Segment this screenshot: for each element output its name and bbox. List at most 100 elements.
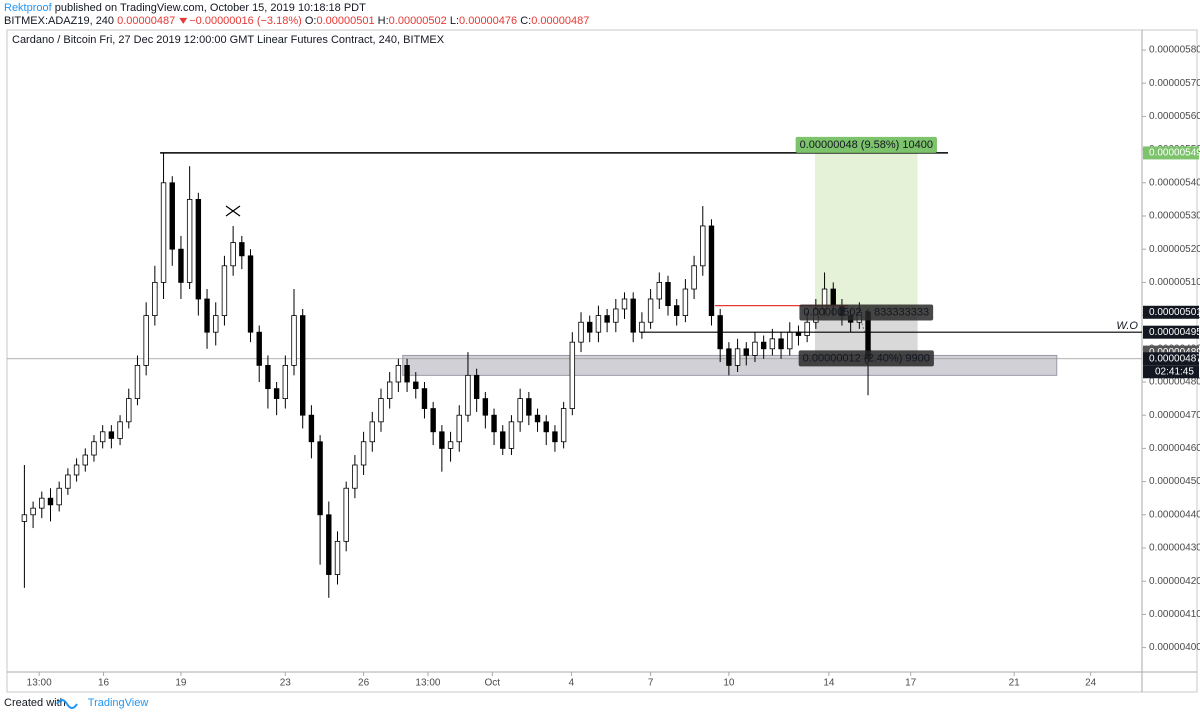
x-tick-label: 19 — [175, 678, 187, 689]
x-tick-label: 10 — [723, 678, 735, 689]
candle-body — [404, 364, 410, 383]
candle-body — [30, 507, 36, 516]
chart-title: Cardano / Bitcoin Fri, 27 Dec 2019 12:00… — [12, 34, 445, 46]
candle-body — [421, 388, 428, 409]
candle-body — [21, 514, 28, 522]
candle-body — [169, 182, 175, 250]
ohlc-label: C: — [520, 15, 531, 27]
y-tick-label: 0.00000520 — [1149, 244, 1200, 255]
x-tick-label: 14 — [823, 678, 835, 689]
candle-body — [604, 315, 610, 323]
price-label: 0.00000495 — [1149, 327, 1200, 338]
price-label-box — [1143, 146, 1199, 160]
candle-body — [47, 497, 54, 506]
y-tick-label: 0.00000410 — [1149, 609, 1200, 620]
stop-label-box — [798, 350, 934, 367]
candle-body — [308, 414, 315, 443]
candle-body — [291, 315, 297, 366]
candle-body — [787, 331, 793, 350]
candle-body — [360, 441, 367, 466]
candle-body — [117, 421, 123, 439]
candle-body — [213, 315, 219, 333]
candle-body — [369, 421, 375, 443]
candle-body — [82, 454, 88, 466]
y-tick-label: 0.00000460 — [1149, 443, 1200, 454]
wo-label: W.O — [1116, 320, 1138, 332]
price-label: 0.00000501 — [1149, 307, 1200, 318]
candle-body — [352, 464, 358, 489]
y-tick-label: 0.00000570 — [1149, 78, 1200, 89]
target-label: 0.00000048 (9.58%) 10400 — [795, 136, 937, 153]
candle-body — [491, 414, 497, 433]
y-tick-label: 0.00000510 — [1149, 277, 1200, 288]
candle-body — [413, 381, 419, 390]
ohlc-value: 0.00000487 — [531, 15, 589, 27]
candle-body — [804, 321, 810, 336]
logo — [56, 699, 78, 709]
author[interactable]: Rektproof — [4, 2, 53, 14]
header-line-1: Rektproof published on TradingView.com, … — [4, 2, 366, 14]
brand[interactable]: TradingView — [88, 697, 149, 709]
candle-body — [273, 388, 280, 399]
candle-body — [326, 514, 332, 575]
y-tick-label: 0.00000560 — [1149, 111, 1200, 122]
target-label-box — [795, 136, 937, 153]
x-marker — [225, 205, 241, 217]
candle-body — [743, 348, 749, 356]
candle-body — [526, 398, 532, 416]
last: 0.00000487 — [117, 15, 175, 27]
x-tick-label: 17 — [905, 678, 917, 689]
candle-body — [630, 298, 636, 333]
x-tick-label: 24 — [1085, 678, 1097, 689]
candle-body — [143, 315, 149, 366]
candle-body — [152, 281, 158, 316]
candle-body — [656, 281, 662, 300]
candle-body — [108, 431, 115, 439]
candle-body — [639, 321, 645, 333]
candle-body — [73, 464, 80, 476]
ohlc-label: O: — [305, 15, 317, 27]
ohlc-value: 0.00000476 — [459, 15, 517, 27]
ohlc-value: 0.00000502 — [389, 15, 447, 27]
stop-label: 0.00000012 (2.40%) 9900 — [798, 350, 934, 367]
candle-body — [65, 474, 71, 489]
candle-body — [456, 414, 462, 443]
candle-body — [343, 487, 349, 542]
candle-body — [708, 225, 715, 316]
ohlc-label: H: — [378, 15, 389, 27]
entry-label-box — [799, 304, 934, 321]
candle-body — [760, 341, 767, 350]
candle-body — [508, 421, 515, 449]
candle-body — [134, 364, 141, 399]
x-tick-label: 21 — [1009, 678, 1021, 689]
x-tick-label: 13:00 — [27, 678, 52, 689]
ohlc-value: 0.00000501 — [316, 15, 374, 27]
candle-body — [578, 321, 584, 343]
entry-label-text: 0.00000502 ~ 833333333 — [803, 306, 929, 318]
candle-body — [473, 374, 480, 399]
candle-body — [160, 182, 167, 283]
candle-body — [613, 308, 619, 323]
price-label-box — [1143, 305, 1199, 319]
target-area — [814, 152, 918, 316]
candle-body — [552, 431, 558, 443]
candle-body — [769, 338, 776, 350]
candle-body — [99, 431, 106, 443]
candle-body — [534, 414, 541, 423]
candle-body — [282, 364, 289, 399]
countdown-box — [1143, 365, 1199, 379]
stop-label-text: 0.00000012 (2.40%) 9900 — [803, 352, 930, 364]
y-tick-label: 0.00000480 — [1149, 377, 1200, 388]
candle-body — [256, 331, 262, 366]
y-tick-label: 0.00000420 — [1149, 576, 1200, 587]
candle-body — [439, 431, 445, 449]
candle-body — [665, 281, 671, 307]
candle-body — [726, 348, 732, 366]
y-tick-label: 0.00000450 — [1149, 476, 1200, 487]
entry-label: 0.00000502 ~ 833333333 — [799, 304, 934, 321]
header-line-2: BITMEX:ADAZ19, 240 0.00000487 −0.00000016… — [4, 15, 589, 27]
y-tick-label: 0.00000430 — [1149, 543, 1200, 554]
candle-body — [178, 248, 184, 283]
